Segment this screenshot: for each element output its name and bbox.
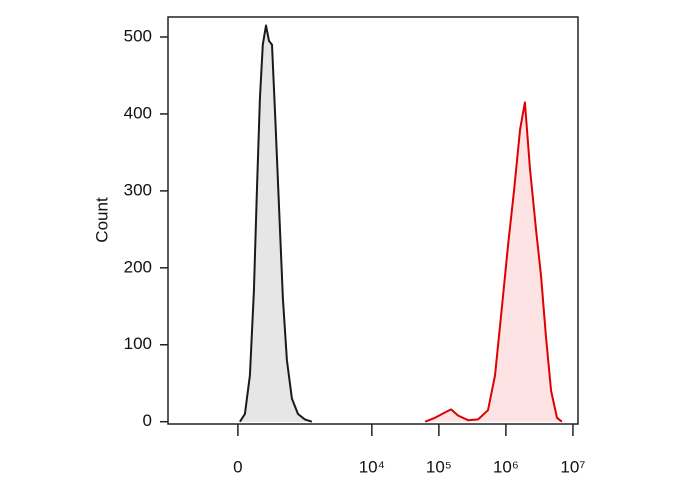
y-tick-label: 500 [124,26,152,45]
x-tick-label: 10⁷ [560,457,585,476]
y-tick-label: 100 [124,334,152,353]
y-tick-label: 300 [124,180,152,199]
y-tick-label: 400 [124,103,152,122]
x-tick-label: 10⁶ [493,457,519,476]
x-tick-label: 10⁵ [426,457,452,476]
plot-frame [167,16,579,425]
series-area [239,25,312,422]
x-tick-label: 10⁴ [359,457,385,476]
series-line [239,24,313,423]
y-tick-label: 200 [124,257,152,276]
x-tick-label: 0 [233,457,242,476]
y-axis-label: Count [92,197,111,243]
series-line [424,101,563,423]
y-tick-label: 0 [143,411,152,430]
series-area [425,102,562,422]
